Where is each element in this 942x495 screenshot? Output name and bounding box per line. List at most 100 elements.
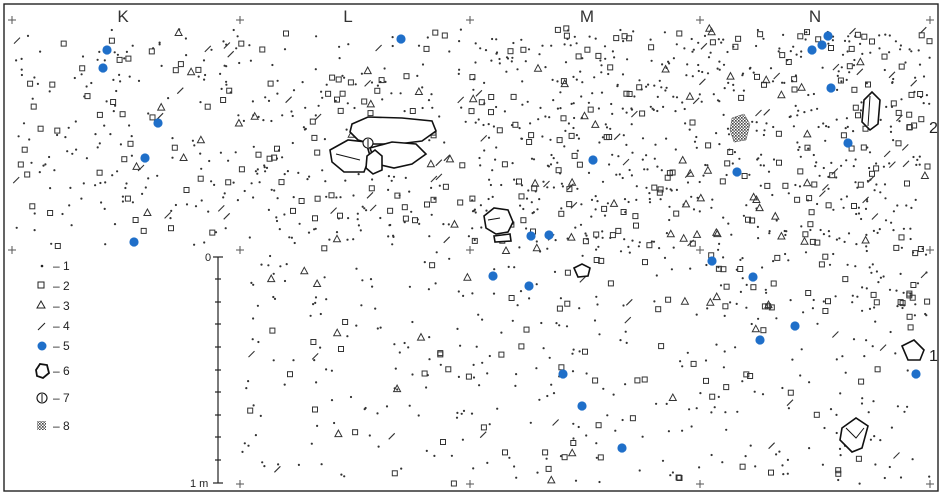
find-square — [209, 229, 216, 236]
find-dot — [30, 161, 33, 164]
circled-one-find — [362, 137, 374, 149]
find-square — [809, 238, 816, 245]
find-dot — [285, 263, 288, 266]
find-dot — [602, 387, 605, 390]
find-square — [732, 43, 739, 50]
find-dot — [736, 410, 739, 413]
find-dot — [695, 313, 698, 316]
find-dot — [472, 88, 475, 91]
find-dot — [370, 81, 374, 84]
find-dot — [256, 168, 259, 171]
find-dot — [302, 126, 305, 129]
find-dot — [572, 75, 575, 78]
find-dot — [258, 181, 261, 184]
find-dot — [56, 133, 59, 137]
find-square — [895, 109, 902, 116]
stone-n-east — [900, 339, 925, 361]
find-dot — [690, 37, 693, 41]
grid-cross — [926, 16, 934, 24]
find-square — [910, 282, 917, 288]
find-dot — [918, 155, 921, 158]
find-dot — [741, 257, 744, 260]
find-triangle — [250, 111, 260, 120]
find-dot — [619, 250, 623, 253]
find-dot — [572, 348, 575, 351]
find-dot — [648, 201, 652, 204]
find-dot — [243, 442, 246, 445]
find-dot — [578, 307, 581, 310]
find-dot — [698, 210, 701, 213]
find-dot — [461, 438, 464, 441]
find-square — [429, 262, 436, 269]
find-dot — [130, 154, 133, 157]
find-dot — [490, 59, 493, 62]
find-dot — [48, 90, 51, 93]
find-dot — [832, 252, 835, 256]
find-dot — [593, 319, 597, 322]
find-dot — [722, 38, 725, 41]
find-dot — [119, 80, 122, 83]
find-dot — [94, 133, 97, 136]
find-dot — [526, 100, 529, 103]
find-triangle — [567, 232, 576, 241]
blue-find-marker — [140, 153, 150, 163]
find-dot — [928, 56, 931, 59]
find-square — [183, 187, 190, 193]
find-dot — [772, 125, 775, 129]
find-dot — [518, 127, 521, 130]
find-dot — [219, 151, 222, 154]
square-finds — [17, 25, 933, 487]
find-triangle — [334, 429, 343, 438]
find-dot — [393, 343, 396, 346]
find-dot — [427, 99, 431, 102]
find-dot — [357, 224, 360, 227]
find-dot — [865, 82, 868, 85]
find-square — [441, 32, 448, 39]
find-dot — [579, 70, 582, 73]
find-dot — [292, 89, 296, 92]
find-dot — [650, 240, 654, 243]
find-dot — [174, 203, 177, 207]
find-dot — [291, 114, 294, 118]
grid-cross — [236, 246, 244, 254]
find-dot — [663, 256, 667, 259]
find-dot — [262, 119, 265, 122]
find-dot — [457, 375, 460, 378]
find-square — [848, 45, 855, 52]
find-dot — [448, 50, 451, 53]
find-dot — [448, 257, 451, 260]
find-square — [603, 134, 610, 141]
find-dot — [389, 223, 392, 227]
find-dot — [525, 227, 528, 230]
find-dot — [580, 95, 583, 98]
find-dot — [625, 111, 628, 114]
find-triangle — [609, 198, 619, 207]
find-dot — [356, 212, 359, 215]
find-dot — [913, 314, 917, 317]
find-dot — [622, 40, 625, 43]
find-dot — [455, 416, 459, 419]
find-square — [607, 64, 614, 71]
find-dash — [217, 205, 225, 212]
find-dot — [404, 176, 407, 179]
find-triangle — [332, 234, 342, 243]
find-square — [807, 221, 814, 228]
find-dot — [411, 373, 414, 376]
find-dot — [810, 109, 813, 112]
find-dot — [653, 300, 656, 303]
legend-label-6: – 6 — [53, 364, 70, 378]
find-dot — [565, 325, 569, 328]
find-dot — [371, 178, 374, 181]
find-dot — [672, 57, 676, 60]
find-dot — [859, 42, 862, 46]
find-dot — [272, 272, 275, 275]
find-dot — [914, 198, 917, 201]
find-dot — [794, 74, 798, 77]
find-dash — [164, 212, 171, 219]
find-dot — [492, 292, 496, 295]
find-square — [465, 373, 472, 380]
find-dot — [314, 227, 317, 230]
find-dot — [459, 28, 462, 31]
find-dot — [360, 72, 363, 75]
find-dot — [169, 217, 172, 220]
